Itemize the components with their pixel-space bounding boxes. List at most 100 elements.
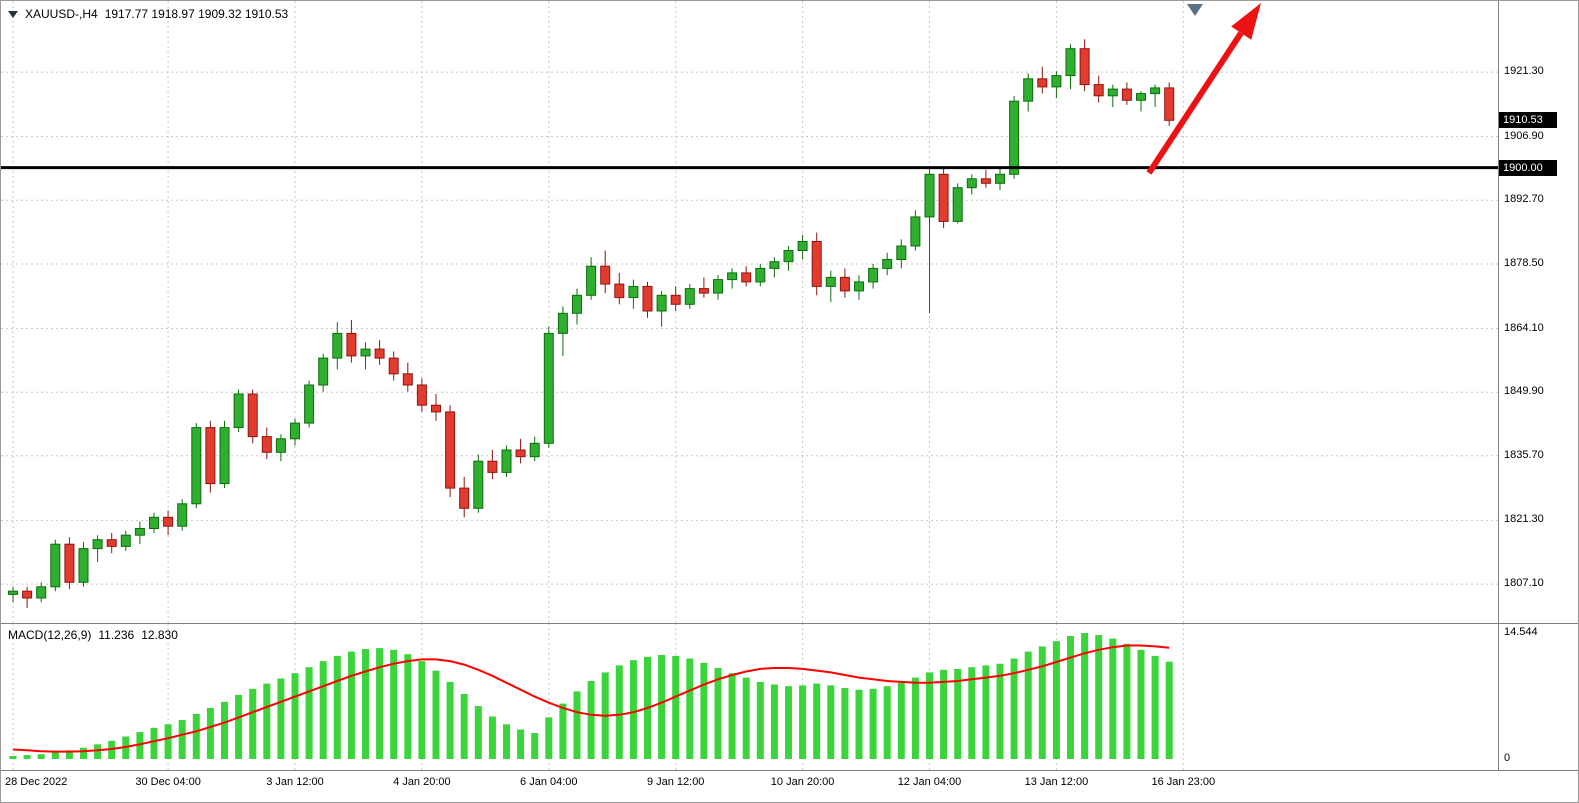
- candle: [628, 279, 639, 309]
- candle: [149, 512, 159, 533]
- time-tick-label: 10 Jan 20:00: [770, 776, 835, 788]
- macd-bar: [1010, 658, 1018, 759]
- candle: [1164, 82, 1175, 126]
- macd-bar: [65, 750, 73, 759]
- candle: [515, 438, 526, 464]
- time-tick-label: 13 Jan 12:00: [1024, 776, 1089, 788]
- macd-bar: [1038, 646, 1046, 759]
- candle: [769, 257, 780, 278]
- price-tick-label: 1849.90: [1504, 385, 1544, 398]
- candle: [360, 342, 371, 370]
- macd-bar: [926, 672, 933, 759]
- macd-bar: [587, 681, 595, 759]
- macd-name: MACD(12,26,9): [8, 628, 92, 642]
- candle: [1079, 39, 1090, 92]
- candle: [473, 454, 484, 513]
- macd-bar: [841, 688, 849, 759]
- macd-bar: [827, 685, 835, 759]
- macd-bar: [672, 655, 680, 759]
- candle: [684, 284, 695, 309]
- candle: [36, 582, 47, 603]
- candle: [431, 394, 441, 421]
- macd-bar: [404, 654, 412, 759]
- macd-bar: [178, 720, 186, 759]
- candle: [854, 275, 864, 300]
- macd-bar: [855, 689, 863, 759]
- candle: [1093, 75, 1104, 103]
- macd-bar: [573, 691, 581, 759]
- macd-bar: [376, 648, 384, 759]
- candle: [459, 476, 470, 518]
- macd-bar: [9, 756, 17, 759]
- candle: [233, 389, 244, 433]
- candle: [924, 166, 935, 314]
- macd-bar: [686, 658, 694, 759]
- macd-bar: [1095, 635, 1103, 759]
- macd-bar: [418, 661, 426, 759]
- candle: [614, 272, 625, 305]
- price-axis[interactable]: 14.544 0 1921.30 1906.90 1892.70 1878.50 186…: [1499, 1, 1578, 802]
- macd-bar: [1137, 649, 1145, 759]
- macd-bar: [333, 655, 341, 759]
- macd-bar: [897, 682, 905, 759]
- price-tick-label: 1807.10: [1504, 577, 1544, 590]
- candle: [1009, 95, 1020, 179]
- macd-bar: [615, 665, 623, 759]
- candle: [529, 436, 540, 462]
- macd-bar: [221, 701, 228, 759]
- candle: [92, 535, 103, 563]
- candle: [247, 389, 258, 444]
- candle: [120, 530, 131, 551]
- candle: [797, 234, 808, 260]
- macd-bar: [1052, 641, 1060, 759]
- macd-main-value: 11.236: [98, 628, 135, 642]
- candle: [22, 586, 33, 608]
- candle: [811, 232, 822, 296]
- candle: [557, 306, 568, 356]
- candle: [896, 239, 907, 269]
- macd-bar: [799, 685, 807, 759]
- top-marker-icon[interactable]: [1187, 4, 1203, 16]
- macd-bar: [474, 706, 482, 759]
- time-axis[interactable]: 28 Dec 2022 30 Dec 04:00 3 Jan 12:00 4 Jan …: [1, 773, 1578, 801]
- macd-bar: [756, 681, 764, 759]
- candle: [445, 405, 456, 498]
- time-tick-label: 16 Jan 23:00: [1151, 776, 1216, 788]
- trend-arrow[interactable]: [1146, 3, 1261, 175]
- macd-bar: [488, 716, 496, 759]
- macd-bar: [629, 660, 637, 759]
- macd-bar: [263, 683, 271, 759]
- macd-bar: [940, 669, 948, 759]
- candle: [755, 264, 766, 287]
- macd-bar: [460, 694, 468, 759]
- macd-histogram-layer: [9, 633, 1173, 759]
- symbol-title: XAUUSD-,H4 1917.77 1918.97 1909.32 1910.…: [8, 7, 288, 21]
- macd-bar: [150, 727, 158, 759]
- macd-bar: [714, 668, 722, 759]
- candle: [177, 499, 188, 531]
- candle: [134, 521, 145, 545]
- macd-bar: [305, 667, 313, 759]
- candle: [261, 427, 272, 459]
- price-tick-label: 1921.30: [1504, 65, 1544, 78]
- candle: [388, 351, 399, 381]
- candle: [980, 169, 991, 188]
- macd-bar: [347, 651, 355, 759]
- candle: [1107, 84, 1118, 107]
- macd-bar: [785, 686, 792, 759]
- candle: [995, 168, 1005, 190]
- candle: [586, 257, 597, 300]
- candle: [50, 539, 61, 592]
- macd-bar: [954, 668, 962, 759]
- candle: [656, 290, 667, 327]
- macd-bar: [1165, 661, 1173, 759]
- candle: [882, 252, 893, 276]
- macd-bar: [235, 694, 243, 759]
- macd-bar: [319, 661, 327, 759]
- candle: [219, 420, 230, 489]
- time-tick-label: 3 Jan 12:00: [266, 776, 324, 788]
- macd-bar: [728, 673, 736, 759]
- macd-bar: [206, 707, 214, 759]
- macd-bar: [996, 663, 1004, 759]
